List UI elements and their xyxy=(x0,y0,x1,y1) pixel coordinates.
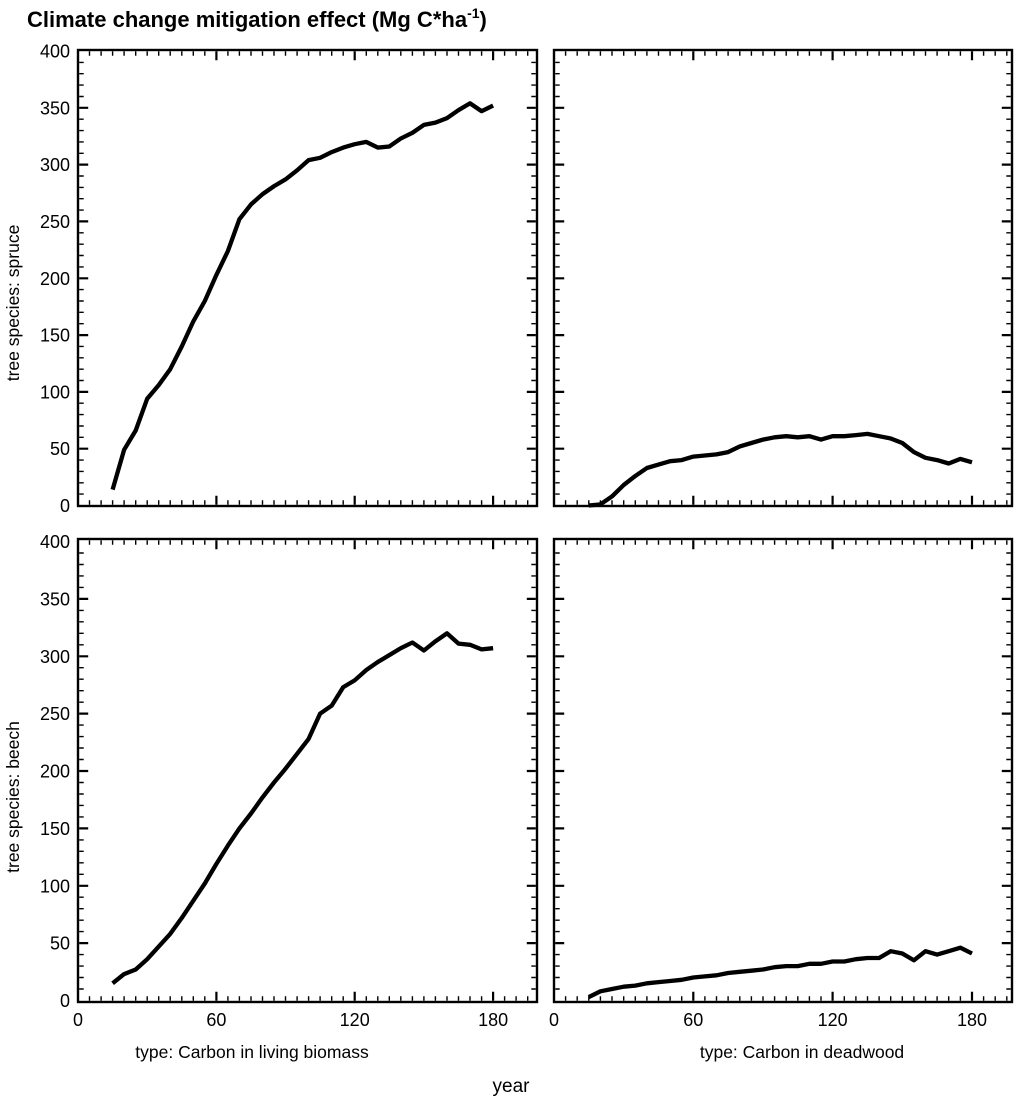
panel-border xyxy=(76,537,539,1004)
chart-title-close: ) xyxy=(480,7,487,32)
x-tick-label: 180 xyxy=(478,1010,508,1030)
minor-ticks xyxy=(555,51,1011,505)
y-tick-label: 250 xyxy=(40,212,70,232)
y-tick-label: 400 xyxy=(40,532,70,552)
y-tick-label: 350 xyxy=(40,589,70,609)
x-axis-title: year xyxy=(493,1076,531,1097)
series-curve-0-1 xyxy=(588,431,973,508)
chart-title: Climate change mitigation effect (Mg C*h… xyxy=(27,5,487,32)
x-tick-label: 60 xyxy=(683,1010,703,1030)
chart-title-superscript: -1 xyxy=(467,5,480,21)
x-tick-label: 60 xyxy=(206,1010,226,1030)
y-tick-label: 100 xyxy=(40,876,70,896)
y-tick-label: 150 xyxy=(40,819,70,839)
y-tick-label: 0 xyxy=(60,991,70,1011)
row-strip-label: tree species: beech xyxy=(3,721,23,873)
minor-ticks xyxy=(79,51,536,505)
panel-border xyxy=(552,537,1014,1004)
y-tick-label: 150 xyxy=(40,326,70,346)
major-ticks xyxy=(555,51,1011,505)
y-tick-label: 350 xyxy=(40,98,70,118)
panel-0-1 xyxy=(552,48,1014,508)
y-tick-label: 0 xyxy=(60,496,70,516)
panel-1-0: 0 50 100 150 200 250 300 350 400 tree species: be… xyxy=(3,532,539,1062)
panel-1-1: 0 60 120 180 type: Carbon in deadwood xyxy=(549,537,1014,1062)
y-tick-label: 200 xyxy=(40,762,70,782)
y-tick-label: 400 xyxy=(40,42,70,62)
y-tick-label: 300 xyxy=(40,647,70,667)
col-strip-label: type: Carbon in deadwood xyxy=(700,1042,904,1062)
panel-0-0: 0 50 100 150 200 250 300 350 400 tree species: sp… xyxy=(3,42,539,516)
x-tick-label: 0 xyxy=(549,1010,559,1030)
x-tick-label: 120 xyxy=(818,1010,848,1030)
series-curve-0-0 xyxy=(110,101,495,491)
x-tick-label: 120 xyxy=(340,1010,370,1030)
x-tick-label: 0 xyxy=(73,1010,83,1030)
major-ticks xyxy=(555,540,1011,1001)
series-curve-1-0 xyxy=(111,631,494,985)
y-tick-label: 200 xyxy=(40,269,70,289)
x-tick-label: 180 xyxy=(957,1010,987,1030)
y-tick-label: 50 xyxy=(50,439,70,459)
chart-title-main: Climate change mitigation effect (Mg C*h… xyxy=(27,7,468,32)
col-strip-label: type: Carbon in living biomass xyxy=(135,1042,369,1062)
minor-ticks xyxy=(79,540,536,1001)
y-tick-label: 300 xyxy=(40,155,70,175)
major-ticks xyxy=(79,51,536,505)
minor-ticks xyxy=(555,540,1011,1001)
y-tick-label: 50 xyxy=(50,934,70,954)
y-tick-label: 100 xyxy=(40,382,70,402)
y-tick-label: 250 xyxy=(40,704,70,724)
panel-border xyxy=(76,48,539,508)
series-curve-1-1 xyxy=(587,945,973,1000)
panel-border xyxy=(552,48,1014,508)
panels-group: 0 50 100 150 200 250 300 350 400 tree species: sp… xyxy=(3,42,1014,1097)
major-ticks xyxy=(79,540,536,1001)
row-strip-label: tree species: spruce xyxy=(3,225,23,382)
